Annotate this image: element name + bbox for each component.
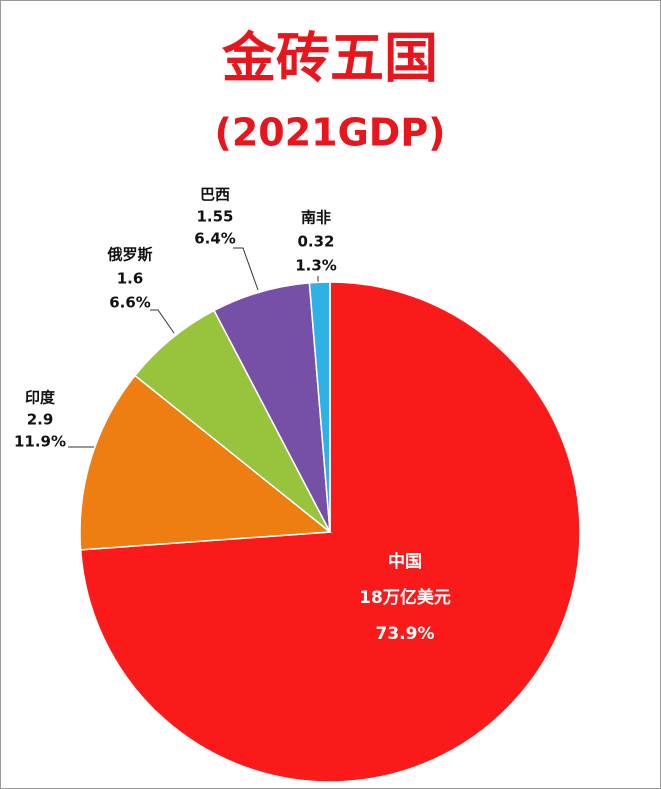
category-label: 中国 — [388, 551, 422, 572]
category-label: 印度 — [25, 389, 56, 407]
value-label: 1.6 — [117, 270, 144, 288]
value-label: 1.55 — [196, 208, 233, 226]
chart-title: 金砖五国 — [221, 27, 438, 90]
category-label: 俄罗斯 — [106, 246, 152, 264]
value-label: 18万亿美元 — [359, 587, 451, 608]
percentage-label: 6.4% — [194, 230, 236, 248]
percentage-label: 73.9% — [376, 624, 435, 644]
percentage-label: 6.6% — [109, 294, 151, 312]
value-label: 0.32 — [297, 233, 334, 251]
category-label: 巴西 — [200, 186, 230, 204]
leader-line — [233, 247, 259, 291]
chart-subtitle: (2021GDP) — [214, 111, 445, 155]
value-label: 2.9 — [27, 411, 54, 429]
leader-line — [150, 309, 175, 334]
pie-slice — [308, 281, 331, 533]
pie-slice — [79, 374, 332, 551]
percentage-label: 1.3% — [295, 257, 337, 275]
percentage-label: 11.9% — [14, 433, 66, 451]
slices — [79, 281, 581, 783]
category-label: 南非 — [301, 209, 331, 227]
